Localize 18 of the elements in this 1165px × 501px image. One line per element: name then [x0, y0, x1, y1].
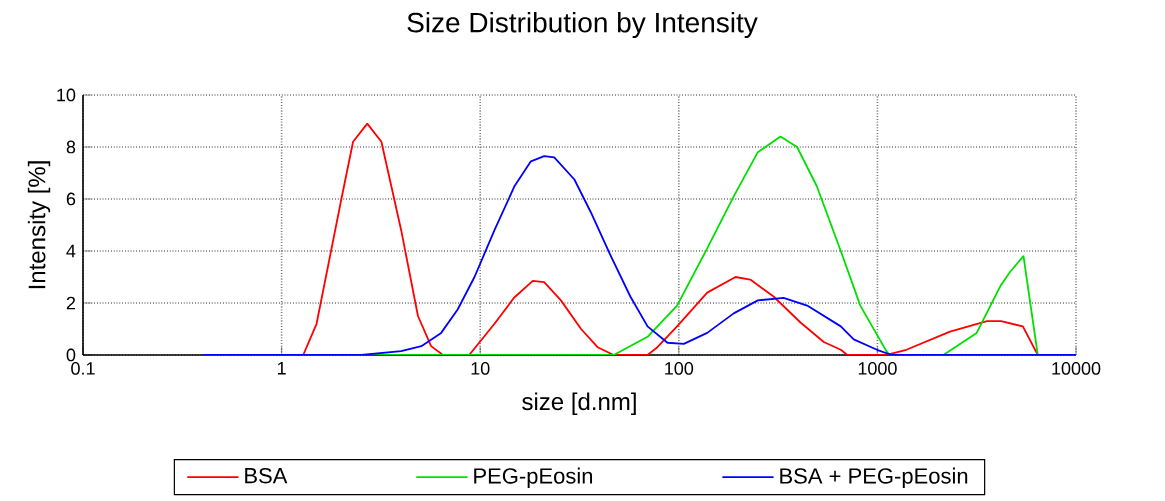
- chart-title: Size Distribution by Intensity: [407, 11, 758, 39]
- y-tick-label: 4: [66, 244, 76, 258]
- y-tick-label: 0: [66, 348, 76, 362]
- x-tick-label: 10: [471, 362, 490, 375]
- x-tick-label: 1: [277, 362, 286, 375]
- x-tick-label: 0.1: [71, 362, 95, 375]
- x-tick-label: 10000: [1052, 362, 1101, 375]
- legend-label: BSA: [245, 467, 288, 484]
- x-axis-title: size [d.nm]: [522, 392, 636, 415]
- legend-label: BSA + PEG-pEosin: [780, 467, 968, 489]
- y-tick-label: 2: [66, 296, 76, 310]
- legend-label: PEG-pEosin: [474, 467, 593, 489]
- x-tick-label: 1000: [858, 362, 897, 375]
- y-tick-label: 6: [66, 192, 76, 206]
- y-tick-label: 10: [57, 88, 76, 102]
- y-axis-title: Intensity [%]: [27, 161, 51, 289]
- x-tick-label: 100: [665, 362, 694, 375]
- y-tick-label: 8: [66, 140, 76, 154]
